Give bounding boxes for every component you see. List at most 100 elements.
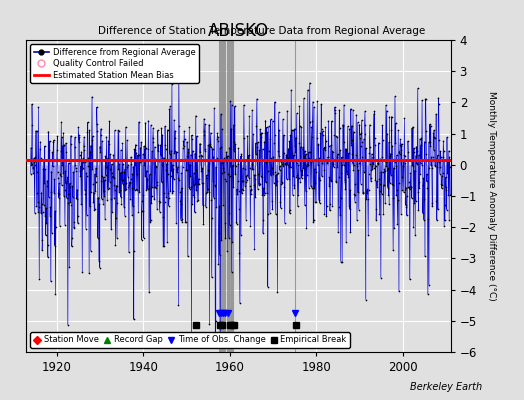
Point [71,134,79,140]
Point [257,172,265,179]
Point [259,184,268,191]
Point [147,200,156,207]
Point [355,159,363,166]
Point [431,162,440,168]
Point [387,172,395,178]
Point [52,156,60,163]
Point [299,146,307,152]
Point [216,145,224,152]
Point [193,157,202,164]
Point [365,150,374,157]
Point [89,133,97,140]
Point [218,126,226,132]
Point [59,130,68,136]
Point [371,177,379,184]
Point [445,216,453,223]
Point [125,179,134,185]
Point [343,168,351,174]
Point [273,178,281,184]
Point [128,203,137,209]
Point [416,171,424,177]
Point [104,138,113,144]
Point [163,239,171,246]
Point [28,164,37,171]
Point [211,318,220,324]
Point [258,191,266,198]
Point [160,199,169,205]
Point [62,140,70,146]
Point [163,126,172,133]
Point [69,169,78,175]
Point [385,201,394,207]
Point [196,152,205,158]
Point [42,182,51,189]
Point [370,134,379,141]
Point [356,180,365,187]
Point [116,186,124,193]
Point [418,97,426,104]
Point [146,171,154,178]
Point [325,182,333,189]
Point [83,119,92,126]
Text: Difference of Station Temperature Data from Regional Average: Difference of Station Temperature Data f… [99,26,425,36]
Point [105,118,114,125]
Point [378,154,386,160]
Point [181,219,190,225]
Point [325,174,334,180]
Point [193,198,201,204]
Point [296,179,304,185]
Point [160,242,169,249]
Point [438,185,446,192]
Point [146,217,155,223]
Point [354,167,363,174]
Point [441,202,450,208]
Point [85,127,94,133]
Point [145,289,154,296]
Point [366,161,375,168]
Point [131,147,139,153]
Point [97,178,105,184]
Point [249,166,257,172]
Point [36,138,45,145]
Point [382,163,390,169]
Point [39,201,48,208]
Point [210,194,218,201]
Point [316,157,325,164]
Point [188,136,196,142]
Point [209,146,217,152]
Point [412,144,420,150]
Point [415,185,423,191]
Point [213,155,221,162]
Point [56,223,64,230]
Point [307,159,315,166]
Point [127,161,136,167]
Point [170,117,178,123]
Point [77,163,85,170]
Point [298,172,307,178]
Point [282,176,291,182]
Point [165,106,173,112]
Point [34,104,42,110]
Point [436,154,445,160]
Point [79,165,87,171]
Point [130,247,138,254]
Point [112,183,121,190]
Point [389,182,398,189]
Point [223,152,231,159]
Point [29,170,37,176]
Point [104,185,113,192]
Point [46,212,54,219]
Point [149,125,157,131]
Point [33,190,41,196]
Point [385,113,394,120]
Point [220,155,228,162]
Point [398,140,406,147]
Point [177,216,185,223]
Point [263,124,271,130]
Point [201,148,209,154]
Point [245,113,254,119]
Point [194,176,203,182]
Point [192,167,201,173]
Point [138,208,146,214]
Point [41,166,50,173]
